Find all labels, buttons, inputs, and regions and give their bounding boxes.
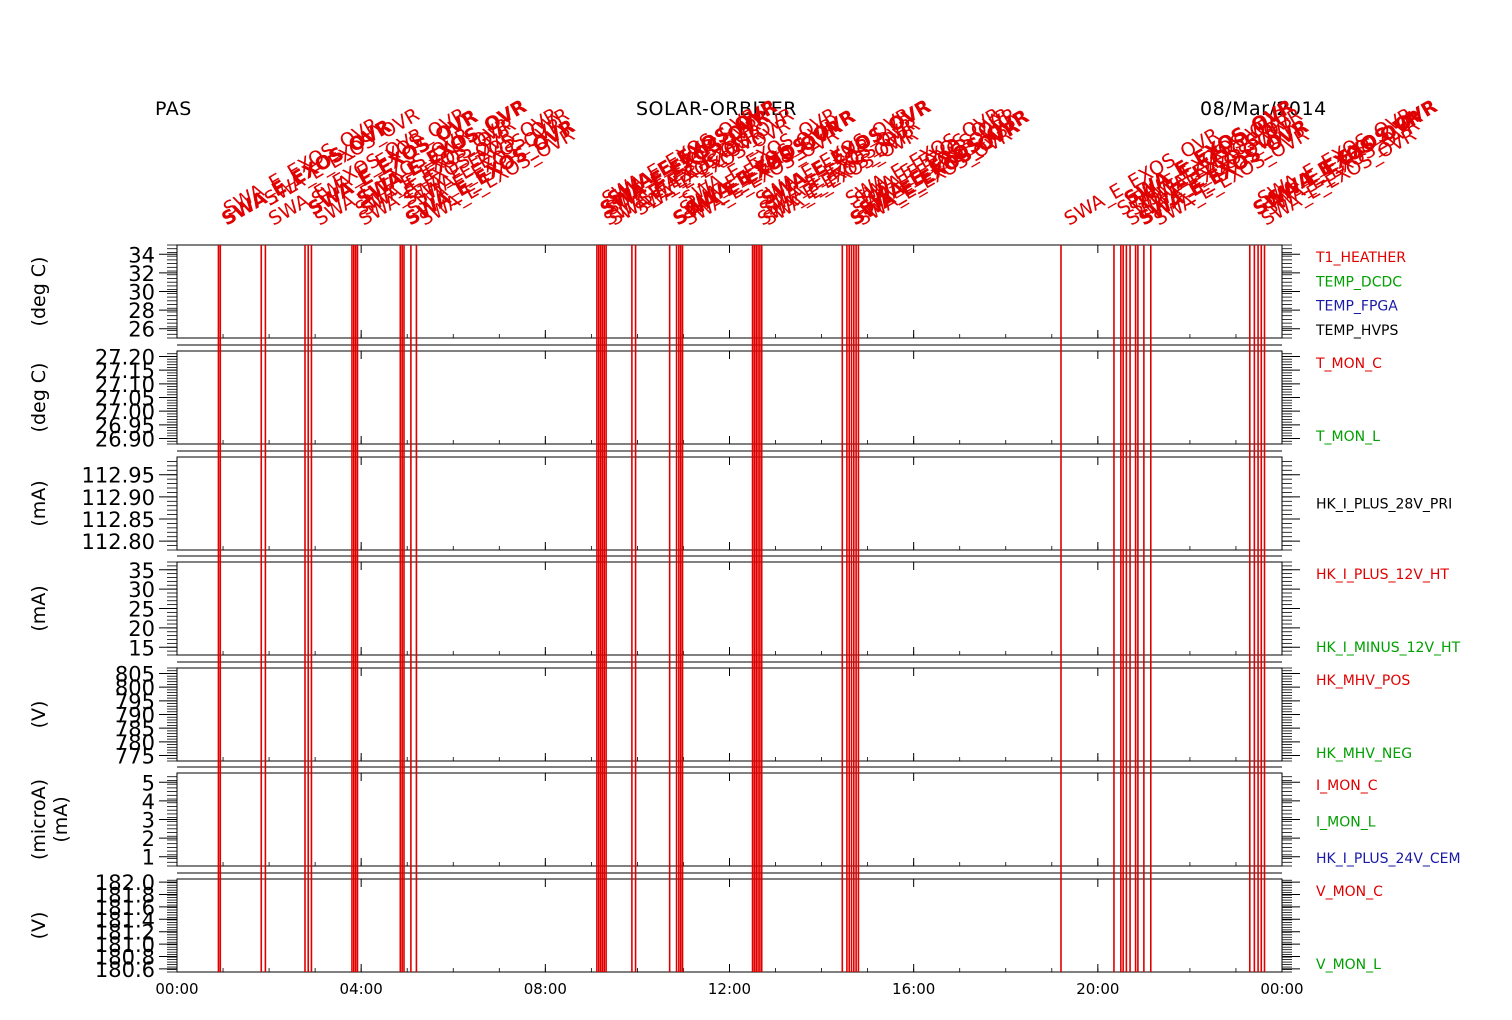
x-tick-label: 04:00 <box>340 980 383 998</box>
y-tick-label: 20 <box>128 617 155 641</box>
x-tick-label: 20:00 <box>1076 980 1119 998</box>
y-tick-label: 25 <box>128 598 155 622</box>
header-center: SOLAR-ORBITER <box>636 98 797 120</box>
legend-entry: HK_I_PLUS_28V_PRI <box>1316 497 1452 513</box>
y-tick-label: 112.90 <box>82 486 155 510</box>
y-tick-label: 26 <box>128 318 155 342</box>
panel-frame <box>176 244 1283 339</box>
y-tick-label: 180.6 <box>95 958 155 982</box>
y-tick-label: 785 <box>115 717 155 741</box>
legend-entry: I_MON_C <box>1316 778 1378 794</box>
y-tick-label: 26.95 <box>95 414 155 438</box>
y-axis-label: (V) <box>28 701 50 729</box>
legend-entry: HK_I_PLUS_12V_HT <box>1316 567 1449 583</box>
legend-entry: HK_I_MINUS_12V_HT <box>1316 640 1461 656</box>
panel-frame <box>176 667 1283 762</box>
y-tick-label: 805 <box>115 662 155 686</box>
legend-entry: I_MON_L <box>1316 815 1376 831</box>
y-tick-label: 112.85 <box>82 508 155 532</box>
y-tick-label: 30 <box>128 281 155 305</box>
legend-entry: V_MON_C <box>1316 884 1383 900</box>
y-tick-label: 28 <box>128 299 155 323</box>
y-tick-label: 800 <box>115 676 155 700</box>
y-axis-label-secondary: (mA) <box>50 796 72 842</box>
x-tick-label: 08:00 <box>524 980 567 998</box>
y-tick-label: 180.8 <box>95 946 155 970</box>
y-tick-label: 182.0 <box>95 871 155 895</box>
y-tick-label: 795 <box>115 690 155 714</box>
y-tick-label: 790 <box>115 704 155 728</box>
legend-entry: HK_I_PLUS_24V_CEM <box>1316 851 1461 867</box>
y-axis-label: (deg C) <box>28 363 50 433</box>
y-tick-label: 35 <box>128 559 155 583</box>
panel-frame <box>176 561 1283 656</box>
y-axis-label: (microA) <box>28 779 50 860</box>
y-tick-label: 112.80 <box>82 530 155 554</box>
panel-frame <box>176 456 1283 551</box>
x-tick-label: 12:00 <box>708 980 751 998</box>
x-tick-label: 00:00 <box>1260 980 1303 998</box>
legend-entry: V_MON_L <box>1316 957 1381 973</box>
legend-entry: TEMP_DCDC <box>1315 274 1402 290</box>
y-tick-label: 181.8 <box>95 884 155 908</box>
y-axis-label: (mA) <box>28 585 50 631</box>
y-tick-label: 27.05 <box>95 387 155 411</box>
x-tick-label: 00:00 <box>155 980 198 998</box>
y-tick-label: 30 <box>128 578 155 602</box>
y-tick-label: 27.15 <box>95 359 155 383</box>
legend-entry: HK_MHV_POS <box>1316 673 1410 689</box>
y-tick-label: 181.0 <box>95 933 155 957</box>
header-left: PAS <box>155 98 192 120</box>
panel-frame <box>176 878 1283 973</box>
header-right: 08/Mar/2014 <box>1200 98 1327 120</box>
y-tick-label: 26.90 <box>95 428 155 452</box>
y-tick-label: 1 <box>142 846 155 870</box>
y-tick-label: 32 <box>128 262 155 286</box>
legend-entry: HK_MHV_NEG <box>1316 746 1412 762</box>
y-tick-label: 3 <box>142 809 155 833</box>
y-tick-label: 27.20 <box>95 345 155 369</box>
legend-entry: T_MON_C <box>1315 356 1382 372</box>
legend-entry: T1_HEATHER <box>1315 250 1406 266</box>
y-tick-label: 775 <box>115 745 155 769</box>
y-axis-label: (V) <box>28 912 50 940</box>
y-tick-label: 34 <box>128 243 155 267</box>
panel-frame <box>176 350 1283 445</box>
panel-frame <box>176 772 1283 867</box>
legend-entry: T_MON_L <box>1315 429 1380 445</box>
y-tick-label: 181.4 <box>95 908 155 932</box>
y-tick-label: 4 <box>142 790 155 814</box>
y-tick-label: 181.2 <box>95 921 155 945</box>
legend-entry: TEMP_HVPS <box>1315 323 1398 339</box>
y-axis-label: (mA) <box>28 480 50 526</box>
x-tick-label: 16:00 <box>892 980 935 998</box>
y-tick-label: 181.6 <box>95 896 155 920</box>
y-tick-label: 27.00 <box>95 400 155 424</box>
y-tick-label: 5 <box>142 771 155 795</box>
y-tick-label: 2 <box>142 827 155 851</box>
y-tick-label: 780 <box>115 731 155 755</box>
y-axis-label: (deg C) <box>28 257 50 327</box>
y-tick-label: 27.10 <box>95 373 155 397</box>
y-tick-label: 15 <box>128 636 155 660</box>
y-tick-label: 112.95 <box>82 464 155 488</box>
legend-entry: TEMP_FPGA <box>1315 299 1398 315</box>
